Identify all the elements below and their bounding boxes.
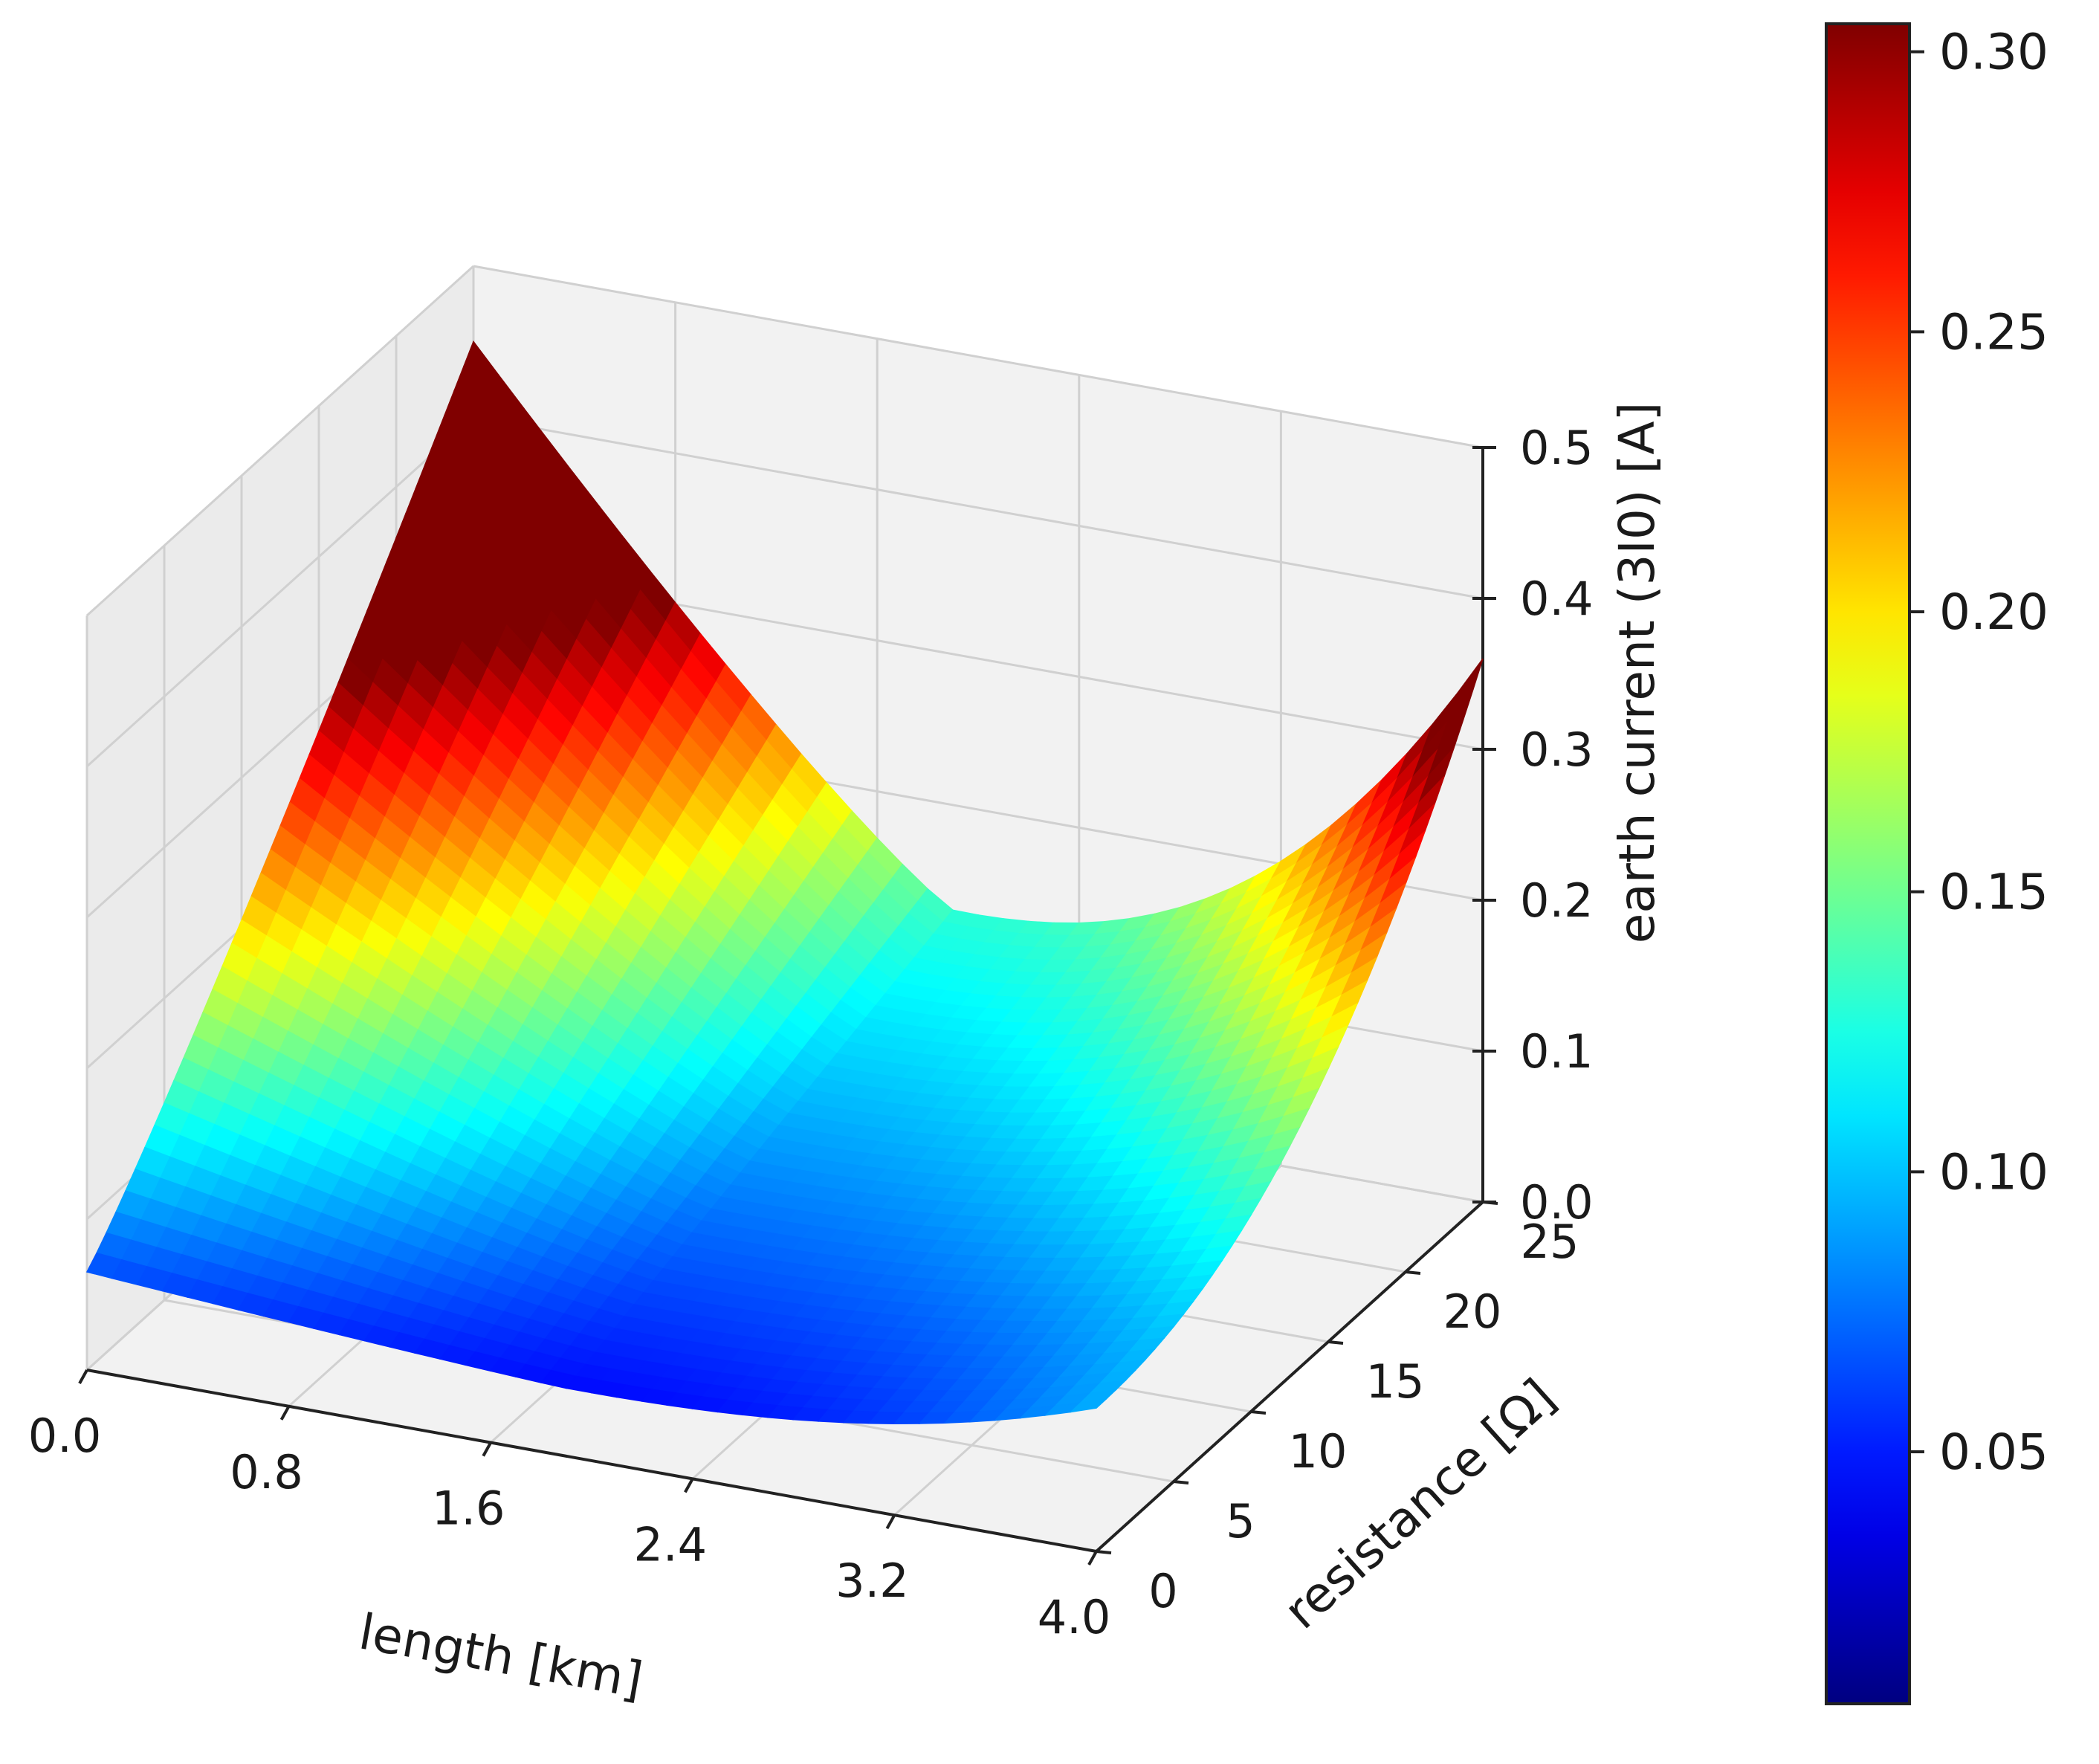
y-tick-label: 25 bbox=[1521, 1215, 1579, 1269]
z-tick-label: 0.4 bbox=[1520, 572, 1594, 626]
colorbar-tick-label: 0.25 bbox=[1939, 303, 2048, 361]
colorbar-tick-label: 0.10 bbox=[1939, 1143, 2048, 1201]
grid-line bbox=[85, 265, 475, 617]
y-tick-mark bbox=[1327, 1340, 1344, 1345]
z-tick-label: 0.0 bbox=[1520, 1175, 1594, 1230]
x-tick-mark bbox=[885, 1514, 896, 1530]
z-tick-label: 0.1 bbox=[1520, 1024, 1594, 1079]
colorbar: 0.05 0.10 0.15 0.20 0.25 0.30 bbox=[1825, 22, 2048, 1705]
x-tick-label: 4.0 bbox=[1038, 1590, 1111, 1644]
colorbar-tick-label: 0.15 bbox=[1939, 864, 2048, 921]
x-tick-mark bbox=[684, 1478, 694, 1493]
y-tick-mark bbox=[1405, 1270, 1421, 1275]
grid-line bbox=[473, 416, 1484, 600]
grid-line bbox=[85, 416, 475, 768]
surface-cell bbox=[1069, 1398, 1108, 1413]
y-tick-label: 5 bbox=[1226, 1494, 1255, 1548]
z-tick-label: 0.3 bbox=[1520, 723, 1594, 777]
y-tick-mark bbox=[1173, 1480, 1189, 1484]
x-tick-label: 2.4 bbox=[633, 1517, 707, 1571]
x-tick-mark bbox=[78, 1369, 88, 1384]
y-axis-title: resistance [Ω] bbox=[1273, 1368, 1566, 1640]
y-tick-mark bbox=[1096, 1550, 1112, 1554]
z-tick-label: 0.2 bbox=[1520, 873, 1594, 928]
y-axis-line bbox=[1095, 1201, 1484, 1553]
z-tick-label: 0.5 bbox=[1520, 421, 1594, 475]
x-tick-mark bbox=[1087, 1551, 1098, 1566]
grid-line bbox=[473, 265, 1484, 449]
y-tick-label: 0 bbox=[1148, 1564, 1177, 1618]
y-tick-label: 10 bbox=[1289, 1424, 1348, 1479]
x-tick-label: 1.6 bbox=[432, 1482, 505, 1536]
x-axis-line bbox=[86, 1369, 1097, 1553]
x-axis-title: length [km] bbox=[355, 1603, 647, 1709]
colorbar-bar bbox=[1825, 22, 1911, 1705]
axis-lines bbox=[78, 446, 1498, 1566]
y-tick-label: 20 bbox=[1443, 1285, 1502, 1339]
y-tick-mark bbox=[1250, 1410, 1267, 1415]
x-tick-mark bbox=[279, 1405, 291, 1421]
z-axis-title: earth current (3I0) [A] bbox=[1608, 402, 1666, 944]
colorbar-tick-label: 0.30 bbox=[1939, 24, 2048, 81]
colorbar-tick-label: 0.20 bbox=[1939, 584, 2048, 641]
colorbar-tick-label: 0.05 bbox=[1939, 1424, 2048, 1481]
x-tick-label: 0.8 bbox=[230, 1445, 303, 1499]
x-tick-mark bbox=[482, 1441, 492, 1457]
x-tick-label: 0.0 bbox=[28, 1409, 102, 1463]
tick-labels: 0.00.81.62.43.24.0 05101520250.00.10.20.3… bbox=[28, 421, 1594, 1644]
surface-mesh bbox=[85, 340, 1484, 1424]
y-tick-label: 15 bbox=[1366, 1354, 1425, 1409]
x-tick-label: 3.2 bbox=[835, 1554, 909, 1608]
